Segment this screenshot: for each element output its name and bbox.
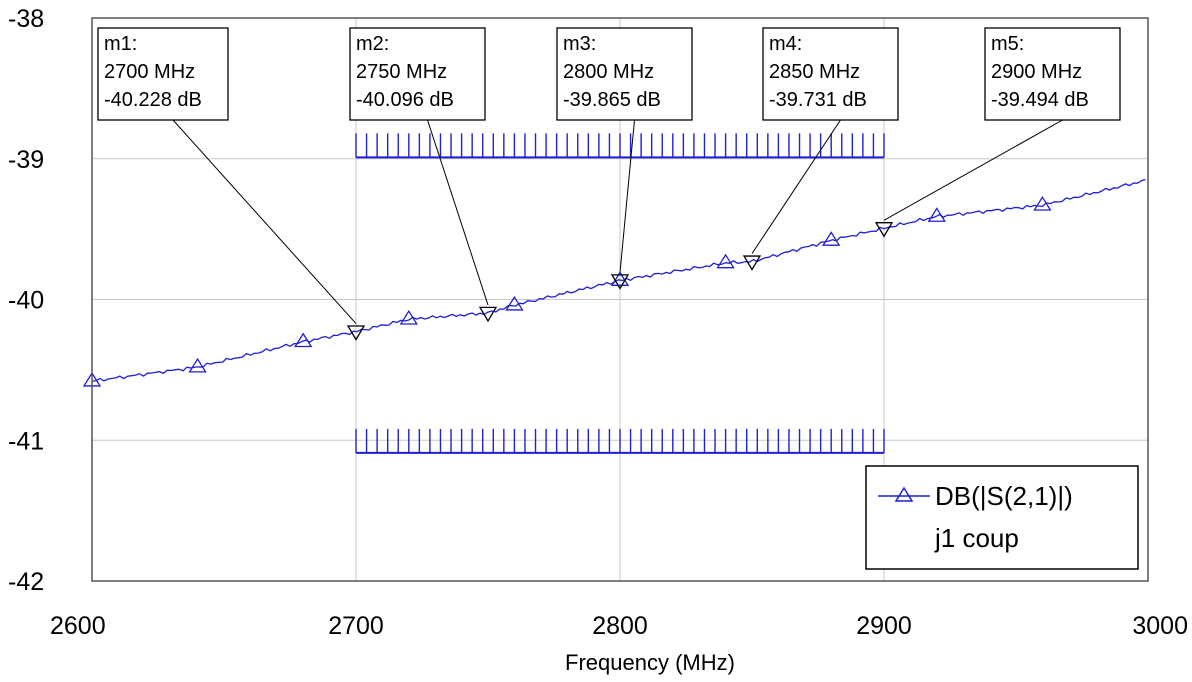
y-tick-label: -39 (8, 146, 44, 174)
marker-frequency: 2900 MHz (991, 61, 1082, 83)
marker-leader-line (619, 119, 635, 273)
marker-label-box (349, 27, 486, 121)
marker-5: m5: 2900 MHz -39.494 dB (874, 27, 1121, 238)
y-tick-label: -41 (8, 427, 44, 455)
marker-label-box (762, 27, 899, 121)
x-tick-label: 2700 (328, 612, 384, 640)
marker-frequency: 2800 MHz (563, 61, 654, 83)
limit-lines (355, 133, 885, 454)
marker-leader-line (883, 119, 1063, 221)
marker-value: -39.865 dB (563, 89, 661, 111)
marker-leader-line (172, 119, 357, 324)
y-tick-label: -42 (8, 568, 44, 596)
marker-leader-line (427, 119, 489, 306)
marker-name: m1: (104, 33, 137, 55)
x-tick-label: 2800 (592, 612, 648, 640)
x-axis-title: Frequency (MHz) (565, 650, 735, 675)
limit-hatch (355, 428, 885, 453)
marker-label-box (556, 27, 693, 121)
marker-label-box (97, 27, 229, 121)
marker-frequency: 2750 MHz (356, 61, 447, 83)
marker-triangle-icon (874, 222, 894, 238)
series-triangle-marker (399, 309, 418, 325)
marker-triangle-icon (346, 325, 366, 341)
marker-name: m4: (769, 33, 802, 55)
x-tick-label: 2600 (50, 612, 106, 640)
legend-triangle-icon (894, 486, 914, 502)
marker-frequency: 2700 MHz (104, 61, 195, 83)
series-triangle-marker (294, 332, 313, 348)
marker-name: m3: (563, 33, 596, 55)
marker-annotations: m1: 2700 MHz -40.228 dB m2: 2750 MHz -40.096 … (97, 27, 1121, 341)
marker-2: m2: 2750 MHz -40.096 dB (349, 27, 498, 323)
marker-value: -40.096 dB (356, 89, 454, 111)
marker-name: m5: (991, 33, 1024, 55)
marker-triangle-icon (742, 255, 762, 271)
series-line (91, 178, 1146, 382)
marker-triangle-icon (610, 274, 630, 290)
legend[interactable]: DB(|S(2,1)|) j1 coup (865, 465, 1139, 570)
series-triangle-marker (927, 207, 946, 222)
plot-frame (91, 17, 1149, 582)
x-tick-label: 3000 (1132, 612, 1188, 640)
series-triangle-marker (610, 271, 630, 286)
x-tick-label: 2900 (856, 612, 912, 640)
marker-1: m1: 2700 MHz -40.228 dB (97, 27, 366, 341)
y-tick-label: -38 (8, 5, 44, 33)
marker-3: m3: 2800 MHz -39.865 dB (556, 27, 693, 290)
series-layer (82, 178, 1146, 387)
series-triangle-marker (505, 295, 524, 311)
marker-frequency: 2850 MHz (769, 61, 860, 83)
legend-series-name: DB(|S(2,1)|) (935, 481, 1073, 511)
series-triangle-marker (1033, 195, 1052, 211)
series-triangle-marker (822, 231, 841, 246)
marker-4: m4: 2850 MHz -39.731 dB (742, 27, 899, 271)
y-tick-label: -40 (8, 287, 44, 315)
marker-value: -40.228 dB (104, 89, 202, 111)
series-triangle-marker (716, 253, 735, 269)
legend-box (865, 465, 1139, 570)
legend-series-subtitle: j1 coup (934, 523, 1019, 553)
marker-value: -39.731 dB (769, 89, 867, 111)
x-tick-labels: 2600 2700 2800 2900 3000 (50, 612, 1188, 640)
marker-name: m2: (356, 33, 389, 55)
marker-value: -39.494 dB (991, 89, 1089, 111)
limit-hatch (355, 133, 885, 158)
series-triangle-marker (188, 357, 207, 373)
marker-triangle-icon (478, 306, 498, 323)
y-tick-labels: -38 -39 -40 -41 -42 (8, 5, 44, 596)
marker-label-box (984, 27, 1121, 121)
marker-leader-line (751, 119, 841, 254)
